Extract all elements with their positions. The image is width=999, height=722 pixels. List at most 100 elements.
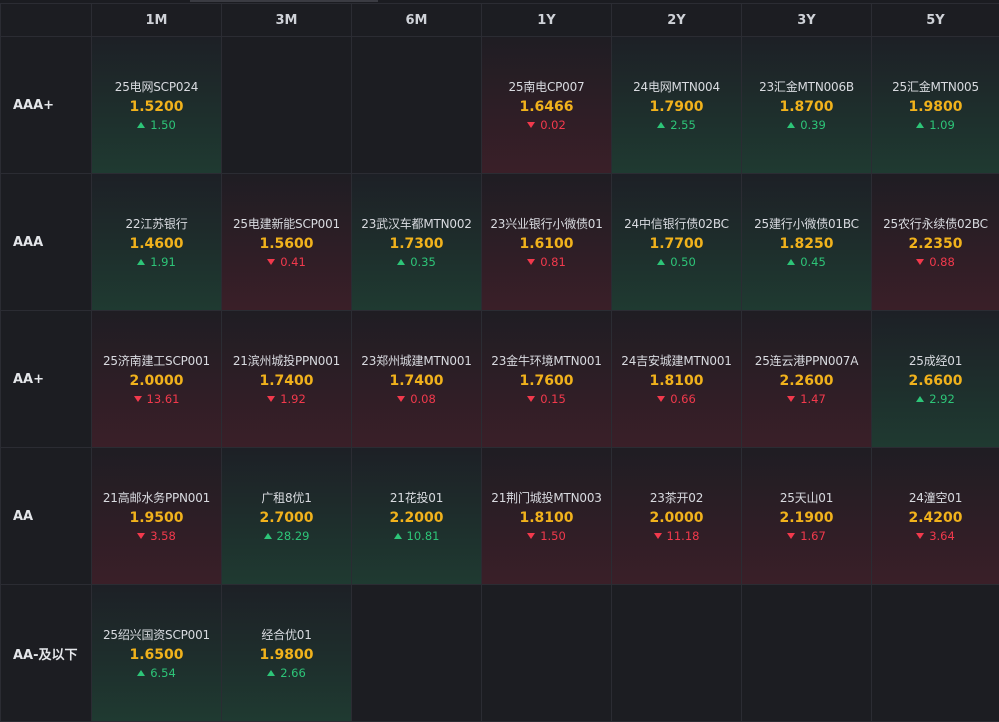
- bond-cell[interactable]: 24中信银行债02BC 1.7700 0.50: [612, 174, 742, 311]
- bond-cell[interactable]: 25连云港PPN007A 2.2600 1.47: [742, 311, 872, 448]
- change-value: 28.29: [276, 529, 310, 543]
- column-header-3y[interactable]: 3Y: [742, 4, 872, 37]
- bond-name: 25汇金MTN005: [892, 80, 979, 94]
- bond-name: 25电网SCP024: [114, 80, 199, 94]
- bond-cell[interactable]: 25成经01 2.6600 2.92: [872, 311, 999, 448]
- change-value: 1.50: [540, 529, 566, 543]
- bond-cell[interactable]: 经合优01 1.9800 2.66: [222, 585, 352, 722]
- bond-cell[interactable]: 25建行小微债01BC 1.8250 0.45: [742, 174, 872, 311]
- change-value: 2.66: [280, 666, 306, 680]
- bond-name: 23金牛环境MTN001: [491, 354, 602, 368]
- bond-cell[interactable]: 22江苏银行 1.4600 1.91: [92, 174, 222, 311]
- bond-change: 1.91: [137, 255, 176, 269]
- bond-yield: 1.8100: [519, 510, 574, 526]
- change-value: 0.66: [670, 392, 696, 406]
- bond-name: 25天山01: [779, 491, 834, 505]
- bond-cell[interactable]: 25天山01 2.1900 1.67: [742, 448, 872, 585]
- bond-yield: 1.6466: [519, 99, 574, 115]
- bond-cell[interactable]: 25南电CP007 1.6466 0.02: [482, 37, 612, 174]
- bond-cell[interactable]: 24潼空01 2.4200 3.64: [872, 448, 999, 585]
- bond-name: 24潼空01: [908, 491, 963, 505]
- bond-cell[interactable]: 21高邮水务PPN001 1.9500 3.58: [92, 448, 222, 585]
- bond-cell[interactable]: 25绍兴国资SCP001 1.6500 6.54: [92, 585, 222, 722]
- bond-cell[interactable]: 24吉安城建MTN001 1.8100 0.66: [612, 311, 742, 448]
- empty-cell: [612, 585, 742, 722]
- bond-name: 22江苏银行: [125, 217, 188, 231]
- column-header-3m[interactable]: 3M: [222, 4, 352, 37]
- change-value: 6.54: [150, 666, 176, 680]
- bond-change: 0.39: [787, 118, 826, 132]
- triangle-up-icon: [137, 122, 146, 128]
- bond-change: 2.55: [657, 118, 696, 132]
- bond-cell[interactable]: 25汇金MTN005 1.9800 1.09: [872, 37, 999, 174]
- bond-cell[interactable]: 21荆门城投MTN003 1.8100 1.50: [482, 448, 612, 585]
- change-value: 0.81: [540, 255, 566, 269]
- bond-change: 0.45: [787, 255, 826, 269]
- empty-cell: [482, 585, 612, 722]
- triangle-up-icon: [267, 670, 276, 676]
- bond-name: 25南电CP007: [508, 80, 585, 94]
- bond-cell[interactable]: 24电网MTN004 1.7900 2.55: [612, 37, 742, 174]
- bond-cell[interactable]: 23汇金MTN006B 1.8700 0.39: [742, 37, 872, 174]
- row-label: AA-及以下: [1, 585, 92, 722]
- bond-name: 21荆门城投MTN003: [491, 491, 602, 505]
- bond-cell[interactable]: 广租8优1 2.7000 28.29: [222, 448, 352, 585]
- triangle-up-icon: [397, 259, 406, 265]
- triangle-down-icon: [267, 259, 276, 265]
- change-value: 0.02: [540, 118, 566, 132]
- bond-cell[interactable]: 25电网SCP024 1.5200 1.50: [92, 37, 222, 174]
- triangle-up-icon: [263, 533, 272, 539]
- bond-name: 23汇金MTN006B: [759, 80, 854, 94]
- bond-cell[interactable]: 23金牛环境MTN001 1.7600 0.15: [482, 311, 612, 448]
- triangle-down-icon: [916, 533, 925, 539]
- empty-cell: [872, 585, 999, 722]
- bond-change: 13.61: [133, 392, 180, 406]
- bond-cell[interactable]: 21花投01 2.2000 10.81: [352, 448, 482, 585]
- bond-cell[interactable]: 23武汉车都MTN002 1.7300 0.35: [352, 174, 482, 311]
- column-header-1m[interactable]: 1M: [92, 4, 222, 37]
- bond-cell[interactable]: 21滨州城投PPN001 1.7400 1.92: [222, 311, 352, 448]
- column-header-5y[interactable]: 5Y: [872, 4, 999, 37]
- column-header-2y[interactable]: 2Y: [612, 4, 742, 37]
- bond-change: 0.08: [397, 392, 436, 406]
- change-value: 0.15: [540, 392, 566, 406]
- triangle-down-icon: [527, 396, 536, 402]
- bond-name: 21滨州城投PPN001: [232, 354, 341, 368]
- triangle-up-icon: [916, 122, 925, 128]
- empty-cell: [352, 37, 482, 174]
- empty-cell: [222, 37, 352, 174]
- triangle-down-icon: [527, 122, 536, 128]
- triangle-up-icon: [137, 259, 146, 265]
- change-value: 13.61: [146, 392, 180, 406]
- bond-cell[interactable]: 25济南建工SCP001 2.0000 13.61: [92, 311, 222, 448]
- triangle-down-icon: [527, 259, 536, 265]
- change-value: 0.41: [280, 255, 306, 269]
- bond-yield: 1.7900: [649, 99, 704, 115]
- bond-cell[interactable]: 23茶开02 2.0000 11.18: [612, 448, 742, 585]
- bond-cell[interactable]: 23兴业银行小微债01 1.6100 0.81: [482, 174, 612, 311]
- triangle-up-icon: [393, 533, 402, 539]
- bond-yield: 1.7700: [649, 236, 704, 252]
- bond-change: 1.67: [787, 529, 826, 543]
- triangle-down-icon: [267, 396, 276, 402]
- column-header-1y[interactable]: 1Y: [482, 4, 612, 37]
- bond-cell[interactable]: 25农行永续债02BC 2.2350 0.88: [872, 174, 999, 311]
- column-header-6m[interactable]: 6M: [352, 4, 482, 37]
- bond-change: 1.09: [916, 118, 955, 132]
- bond-yield: 2.2000: [389, 510, 444, 526]
- bond-yield: 1.5200: [129, 99, 184, 115]
- change-value: 3.58: [150, 529, 176, 543]
- change-value: 0.35: [410, 255, 436, 269]
- bond-yield: 1.4600: [129, 236, 184, 252]
- bond-name: 25农行永续债02BC: [883, 217, 988, 231]
- bond-change: 1.50: [527, 529, 566, 543]
- bond-cell[interactable]: 23郑州城建MTN001 1.7400 0.08: [352, 311, 482, 448]
- change-value: 1.92: [280, 392, 306, 406]
- bond-cell[interactable]: 25电建新能SCP001 1.5600 0.41: [222, 174, 352, 311]
- triangle-down-icon: [787, 396, 796, 402]
- bond-yield: 2.6600: [908, 373, 963, 389]
- bond-yield: 1.7300: [389, 236, 444, 252]
- triangle-down-icon: [137, 533, 146, 539]
- bond-name: 23兴业银行小微债01: [490, 217, 603, 231]
- bond-change: 3.64: [916, 529, 955, 543]
